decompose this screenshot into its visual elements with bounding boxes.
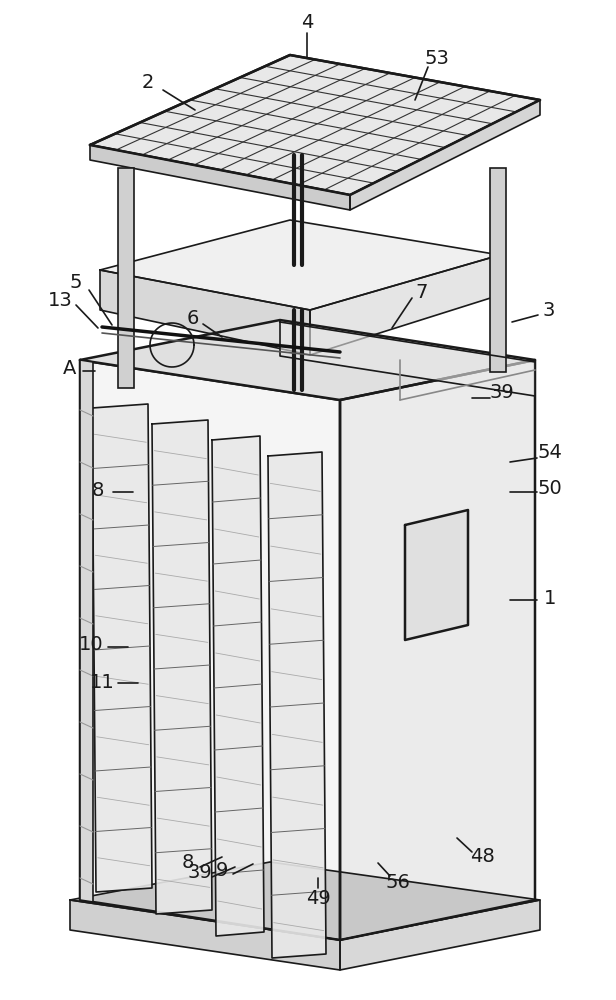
- Text: 8: 8: [182, 852, 194, 871]
- Text: 48: 48: [469, 848, 495, 866]
- Text: 3: 3: [543, 300, 555, 320]
- Polygon shape: [350, 100, 540, 210]
- Text: 9: 9: [216, 860, 228, 880]
- Text: 39: 39: [490, 383, 514, 402]
- Polygon shape: [70, 862, 540, 940]
- Text: 5: 5: [70, 273, 83, 292]
- Text: 53: 53: [424, 48, 450, 68]
- Polygon shape: [310, 255, 500, 355]
- Polygon shape: [280, 322, 535, 396]
- Polygon shape: [80, 320, 535, 400]
- Text: 13: 13: [47, 290, 72, 310]
- Polygon shape: [90, 145, 350, 210]
- Text: 6: 6: [187, 308, 199, 328]
- Polygon shape: [100, 220, 500, 310]
- Text: 4: 4: [301, 12, 313, 31]
- Text: 56: 56: [386, 872, 410, 892]
- Polygon shape: [100, 270, 310, 355]
- Bar: [490, 168, 506, 372]
- Polygon shape: [268, 452, 326, 958]
- Polygon shape: [70, 900, 340, 970]
- Text: 7: 7: [416, 282, 428, 302]
- Polygon shape: [340, 360, 535, 940]
- Text: 39: 39: [188, 862, 213, 882]
- Text: 54: 54: [538, 444, 562, 462]
- Polygon shape: [80, 360, 93, 902]
- Polygon shape: [340, 900, 540, 970]
- Text: A: A: [63, 359, 76, 377]
- Polygon shape: [152, 420, 212, 914]
- Text: 10: 10: [79, 636, 103, 654]
- Polygon shape: [80, 360, 340, 940]
- Text: 11: 11: [89, 674, 115, 692]
- Text: 8: 8: [92, 481, 104, 499]
- Polygon shape: [405, 510, 468, 640]
- Polygon shape: [212, 436, 264, 936]
- Text: 2: 2: [142, 73, 154, 92]
- Text: 1: 1: [544, 588, 556, 607]
- Polygon shape: [92, 404, 152, 892]
- Text: 50: 50: [538, 479, 562, 497]
- Polygon shape: [90, 55, 540, 195]
- Bar: [118, 168, 134, 388]
- Text: 49: 49: [306, 888, 330, 908]
